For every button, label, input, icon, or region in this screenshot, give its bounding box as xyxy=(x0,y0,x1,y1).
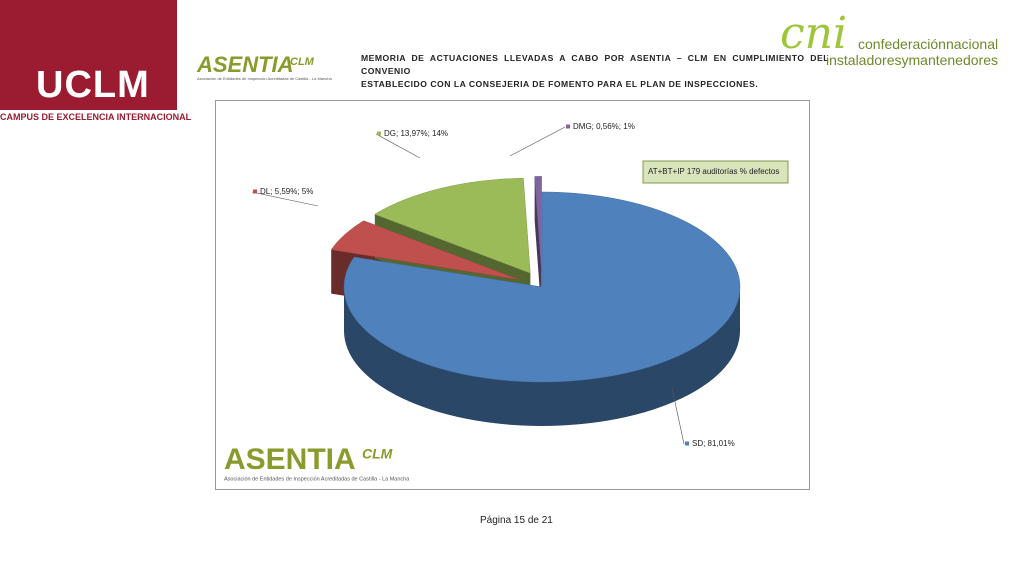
leader-line xyxy=(509,126,566,157)
asentia-name: ASENTIA xyxy=(197,52,294,77)
pie-wall xyxy=(344,287,740,426)
pie-slice xyxy=(330,220,520,280)
uclm-name: UCLM xyxy=(36,64,150,106)
label-swatch xyxy=(566,124,570,129)
data-label: SD; 81,01% xyxy=(692,439,735,448)
pie-side xyxy=(534,176,542,316)
data-label: DL; 5,59%; 5% xyxy=(260,187,313,196)
cni-line: confederaciónnacional xyxy=(858,36,999,52)
memo-line: ESTABLECIDO CON LA CONSEJERIA DE FOMENTO… xyxy=(361,79,759,89)
leader-line xyxy=(375,133,421,159)
cni-line: instaladoresymantenedores xyxy=(826,52,998,68)
leader-line xyxy=(671,387,685,445)
label-swatch xyxy=(685,441,689,446)
pie-slice xyxy=(534,176,542,272)
data-label: DG; 13,97%; 14% xyxy=(384,129,448,138)
uclm-logo xyxy=(0,0,177,110)
watermark-name: ASENTIA xyxy=(224,443,356,476)
leader-line xyxy=(251,191,319,207)
legend-box xyxy=(642,160,789,184)
asentia-suffix: CLM xyxy=(290,56,314,68)
memo-line: MEMORIA DE ACTUACIONES LLEVADAS A CABO P… xyxy=(361,53,829,76)
memo: MEMORIA DE ACTUACIONES LLEVADAS A CABO P… xyxy=(361,52,829,91)
pie-tops xyxy=(330,176,741,383)
uclm-tagline: CAMPUS DE EXCELENCIA INTERNACIONAL xyxy=(0,112,192,122)
cni-logo: cni xyxy=(780,8,848,59)
watermark-suffix: CLM xyxy=(362,446,393,462)
data-label: DMG; 0,56%; 1% xyxy=(573,122,635,131)
legend-text: AT+BT+IP 179 auditorías % defectos xyxy=(648,167,779,176)
label-swatch xyxy=(253,189,257,194)
pie-slice xyxy=(343,191,741,383)
label-swatch xyxy=(377,131,381,136)
pie-slice xyxy=(374,177,531,274)
asentia-subtitle: Asociación de Entidades de Inspección Ac… xyxy=(197,76,332,81)
watermark-subtitle: Asociación de Entidades de Inspección Ac… xyxy=(224,476,410,482)
footer: Página 15 de 21 xyxy=(480,515,553,526)
